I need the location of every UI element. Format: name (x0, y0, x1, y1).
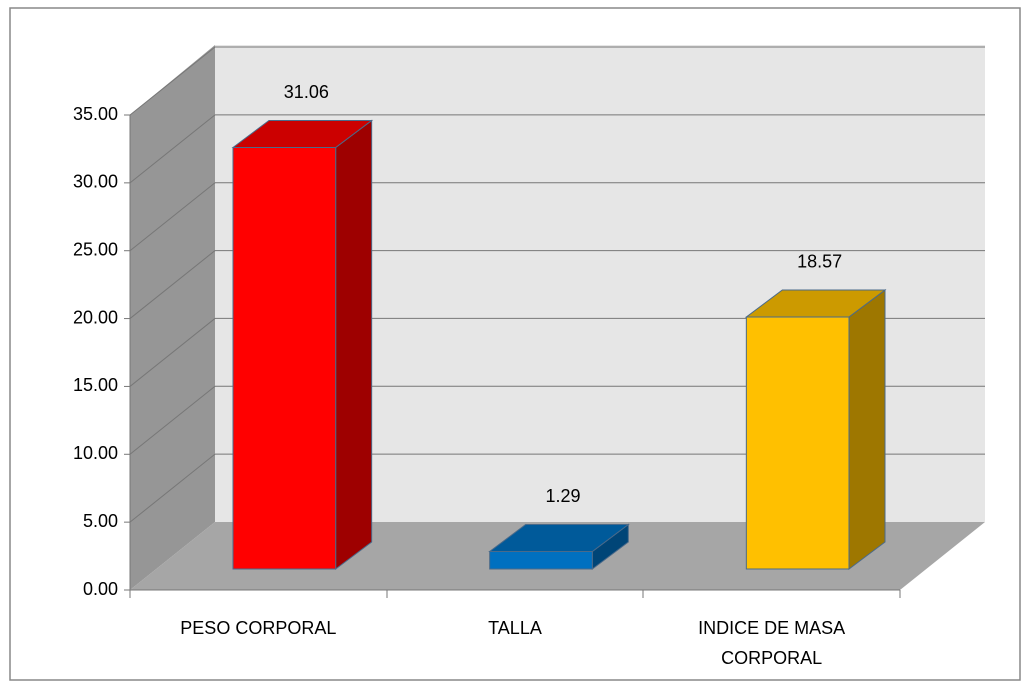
bar-front (489, 550, 593, 570)
value-label: 1.29 (545, 486, 580, 506)
bar-front (745, 316, 850, 570)
bar-top (744, 289, 887, 318)
y-tick-label: 0.00 (83, 579, 118, 599)
side-grid-line (129, 318, 216, 387)
bar-side (335, 119, 373, 570)
bar (231, 119, 374, 570)
side-grid-line (129, 250, 216, 319)
bar-side (848, 288, 886, 570)
side-grid-line (129, 182, 216, 252)
bar-top (488, 523, 630, 552)
side-grid-line (129, 114, 216, 184)
y-tick-label: 30.00 (73, 172, 118, 192)
x-separators (129, 590, 901, 598)
y-tick-label: 25.00 (73, 239, 118, 259)
bar (488, 523, 630, 570)
y-tick-label: 35.00 (73, 104, 118, 124)
side-wall (130, 45, 215, 590)
y-tick-label: 5.00 (83, 511, 118, 531)
x-tick-label: TALLA (488, 618, 542, 638)
value-label: 18.57 (797, 252, 842, 272)
x-tick-label: PESO CORPORAL (180, 618, 337, 638)
bar-top (231, 119, 374, 148)
y-tick-label: 15.00 (73, 375, 118, 395)
value-label: 31.06 (284, 82, 329, 102)
bar-front (232, 146, 337, 570)
y-tick-label: 20.00 (73, 307, 118, 327)
x-tick-label: INDICE DE MASA CORPORAL (698, 618, 846, 668)
side-grid-line (129, 385, 216, 455)
y-tick-label: 10.00 (73, 443, 118, 463)
bar (744, 288, 887, 570)
side-grid-line (129, 453, 216, 523)
side-grid-line (129, 46, 216, 116)
